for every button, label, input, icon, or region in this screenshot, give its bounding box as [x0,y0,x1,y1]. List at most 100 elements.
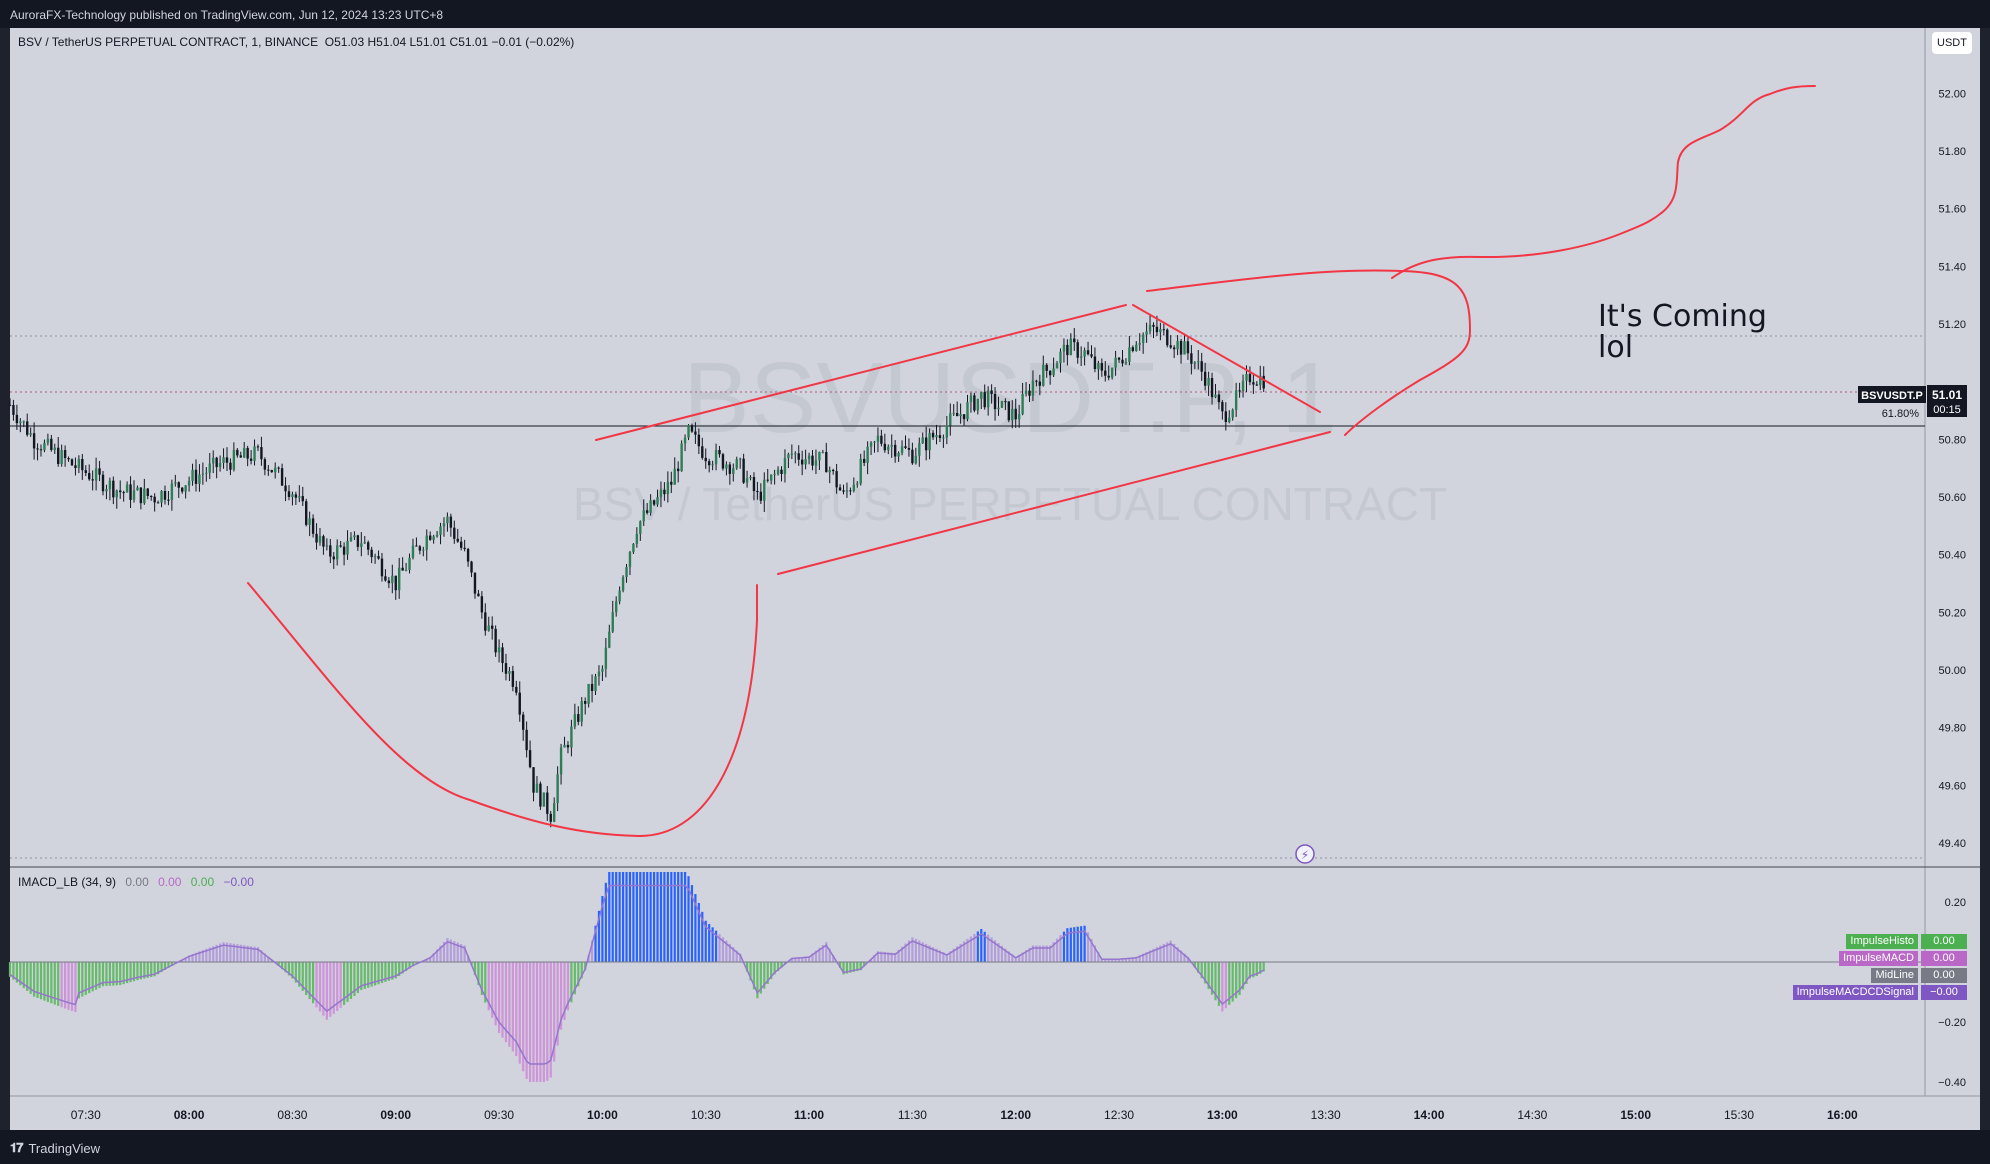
symbol-legend[interactable]: BSV / TetherUS PERPETUAL CONTRACT, 1, BI… [18,35,574,49]
candle-body [683,437,687,444]
price-axis[interactable]: 52.2052.0051.8051.6051.4051.2050.8050.60… [1938,31,1966,850]
histogram-bar [628,872,632,962]
histogram-bar [108,962,111,986]
candle-body [811,455,814,466]
histogram-bar [67,962,70,1010]
candle-body [725,464,728,469]
candle-body [1203,371,1207,386]
histogram-bar [77,962,80,999]
histogram-bar [559,962,563,1030]
candle-body [246,447,249,459]
histogram-bar [618,872,621,962]
histogram-bar [604,882,607,962]
histogram-bar [997,943,1000,962]
currency-button[interactable]: USDT [1932,32,1972,54]
candle-body [1248,373,1252,383]
histogram-bar [535,962,539,1082]
histogram-bar [556,962,559,1046]
candle-body [511,671,515,687]
histogram-bar [70,962,74,1011]
price-tick-label: 52.00 [1938,88,1966,100]
histogram-bar [377,962,380,985]
histogram-bar [205,948,208,962]
candle-body [377,556,380,559]
candle-body [838,487,842,491]
histogram-bar [1193,962,1196,968]
candle-body [893,444,897,457]
price-tag-bg [1927,385,1967,417]
candle-body [556,774,559,804]
histogram-bar [728,943,731,962]
annotation-line-2[interactable]: lol [1598,330,1633,365]
candle-body [911,449,914,464]
drawings[interactable] [247,85,1816,838]
histogram-bar [656,872,659,962]
histogram-bar [539,962,542,1082]
candle-body [1141,334,1145,344]
candle-body [39,449,43,451]
histogram-bar [408,962,411,969]
histogram-bar [308,962,311,1000]
candle-body [84,470,87,474]
histogram-bar [480,962,483,995]
histogram-bar [632,872,635,962]
histogram-bar [360,962,363,991]
candle-body [494,628,497,653]
candle-body [15,414,19,424]
candle-body [332,556,335,560]
histogram-bar [119,962,122,986]
candle-body [187,480,191,486]
histogram-bar [153,962,156,977]
histogram-bar [594,925,597,962]
lightning-icon[interactable] [1295,844,1315,864]
candle-body [508,671,511,674]
price-tick-label: 51.80 [1938,146,1966,158]
candle-body [1255,384,1259,386]
indicator-legend[interactable]: IMACD_LB (34, 9) 0.00 0.00 0.00 −0.00 [18,875,254,889]
candle-body [1055,363,1059,369]
indicator-value-3: 0.00 [190,875,215,889]
candle-body [601,668,604,672]
indicator-tick-label: 0.20 [1945,897,1966,909]
candle-body [931,432,935,438]
candle-body [945,425,949,438]
histogram-bar [925,943,928,962]
candle-body [280,468,284,486]
histogram-bar [157,962,160,975]
histogram-bar [1121,958,1124,962]
candle-body [721,454,725,469]
price-tick-label: 50.60 [1938,492,1966,504]
histogram-bar [322,962,325,1016]
time-axis[interactable]: 07:30 08:00 08:30 09:00 09:30 10:00 10:30 11:00… [71,1108,1858,1122]
histogram-bar [935,948,938,962]
histogram-bar [697,902,700,962]
histogram-bar [112,962,115,986]
histogram-bar [429,957,432,962]
histogram-bar [890,952,893,962]
time-tick-label: 09:30 [484,1108,514,1122]
histogram-bar [931,947,935,962]
candle-body [1231,409,1234,418]
histogram-bar [694,894,697,962]
candle-body [380,558,384,577]
annotation-line-1[interactable]: It's Coming [1598,299,1767,334]
histogram-bar [1111,958,1114,962]
histogram-bar [170,962,173,966]
histogram-bar [1148,950,1152,962]
tradingview-logo[interactable]: 𝟏𝟕 TradingView [10,1140,100,1156]
histogram-bar [680,872,683,962]
histogram-bar [253,946,256,962]
candle-body [177,482,180,488]
candle-body [356,535,360,547]
candle-body [804,459,807,465]
candle-body [1221,402,1224,412]
candle-body [976,398,980,411]
candle-body [714,449,718,465]
histogram-bar [714,930,718,962]
histogram-bar [1214,962,1217,1001]
candle-body [776,469,780,474]
candle-body [528,750,532,768]
histogram-bar [356,962,359,994]
candle-body [1162,329,1166,331]
